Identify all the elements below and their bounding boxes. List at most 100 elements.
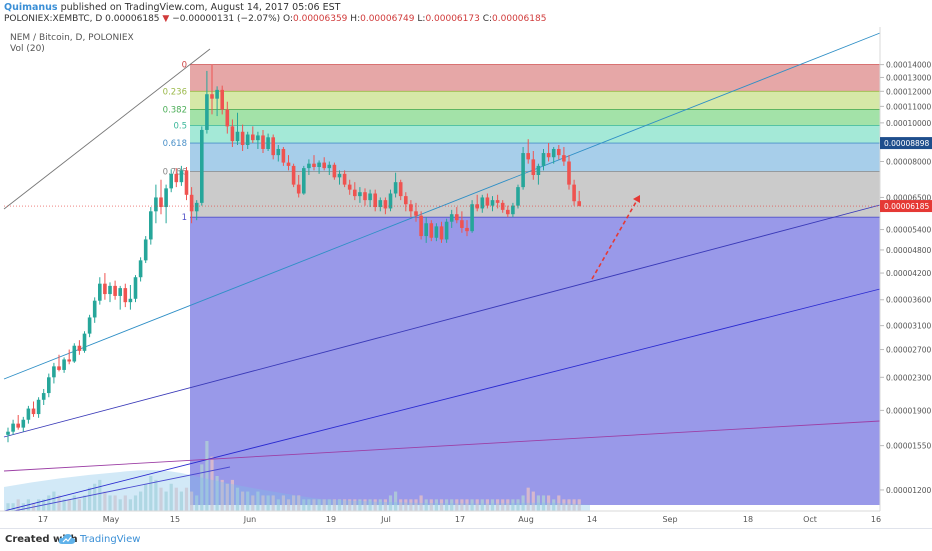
price-axis-label: 0.00002700 [886, 346, 932, 355]
candle-body [220, 89, 224, 110]
volume-bar [327, 499, 331, 511]
candle-body [189, 194, 194, 212]
volume-bar [174, 487, 178, 511]
fib-level-label: 0.5 [173, 121, 187, 131]
price-axis-label: 0.00006500 [886, 193, 932, 202]
time-axis-label: 17 [38, 515, 48, 524]
volume-bar [460, 499, 464, 511]
volume-bar [378, 499, 382, 511]
volume-bar [343, 499, 347, 511]
volume-bar [475, 499, 479, 511]
volume-bar [445, 499, 449, 511]
volume-bar [506, 499, 510, 511]
down-arrow-icon: ▼ [162, 14, 170, 24]
candle-body [312, 163, 316, 167]
candle-body [108, 285, 112, 295]
publish-info: published on TradingView.com, August 14,… [60, 2, 341, 13]
volume-bar [179, 491, 183, 511]
volume-bar [562, 499, 566, 511]
chart-header: Quimanus published on TradingView.com, A… [0, 0, 932, 26]
price-axis-label: 0.00003600 [886, 296, 932, 305]
candle-body [383, 200, 388, 209]
volume-bar [123, 495, 127, 511]
candle-body [169, 173, 173, 189]
candle-body [52, 366, 56, 378]
candle-body [363, 192, 367, 201]
price-axis-label: 0.00013000 [886, 73, 932, 82]
candle-body [62, 359, 66, 370]
fib-level-label: 0.382 [163, 106, 187, 116]
candle-body [567, 161, 571, 185]
chart-area[interactable]: 0 0.236 0.382 0.5 0.618 0.786 1 0.00014000 0.000… [0, 27, 932, 525]
candle-body [296, 184, 301, 194]
candle-body [251, 134, 255, 141]
candle-body [31, 408, 36, 415]
candle-body [87, 317, 92, 334]
candle-body [572, 184, 576, 202]
candle-body [118, 288, 122, 296]
candle-body [388, 193, 393, 209]
volume-bar [470, 499, 474, 511]
candle-body [286, 162, 291, 166]
volume-bar [404, 499, 408, 511]
candle-body [536, 165, 541, 175]
price-axis-label: 0.00010000 [886, 119, 932, 128]
volume-bar [118, 499, 122, 511]
price-chart[interactable]: 0 0.236 0.382 0.5 0.618 0.786 1 0.00014000 0.000… [0, 27, 932, 525]
volume-ma-area [4, 470, 590, 511]
candle-body [419, 215, 423, 237]
candle-body [225, 109, 230, 127]
candle-body [174, 173, 179, 183]
candle-body [57, 366, 61, 370]
high-value: 0.00006749 [360, 14, 415, 24]
volume-bar [572, 499, 576, 511]
candle-body [490, 200, 495, 206]
volume-bar [88, 487, 92, 511]
candle-body [143, 239, 148, 261]
volume-bar [256, 491, 260, 511]
time-axis-label: 16 [871, 515, 881, 524]
volume-bar [57, 495, 61, 511]
volume-bar [261, 495, 265, 511]
price-axis-label: 0.00014000 [886, 61, 932, 70]
volume-bar [67, 499, 71, 511]
author-link[interactable]: Quimanus [4, 2, 58, 13]
candle-body [302, 168, 306, 194]
candle-body [200, 129, 204, 203]
open-label: O: [283, 14, 294, 24]
candle-body [179, 170, 184, 183]
candle-body [123, 288, 128, 303]
volume-bar [72, 495, 76, 511]
volume-bar [220, 479, 224, 511]
volume-bar [358, 499, 362, 511]
volume-bar [322, 499, 326, 511]
volume-bar [77, 499, 81, 511]
volume-bar [195, 495, 199, 511]
time-axis-label: Oct [803, 515, 817, 524]
volume-bar [297, 495, 301, 511]
candle-body [444, 221, 449, 240]
price-axis-label: 0.00011000 [886, 102, 932, 111]
candle-body [98, 283, 102, 301]
candle-body [460, 220, 464, 228]
volume-bar [47, 495, 51, 511]
price-axis-label: 0.00004800 [886, 246, 932, 255]
volume-bar [164, 491, 168, 511]
price-axis-label: 0.00003100 [886, 322, 932, 331]
tradingview-brand[interactable]: TradingView [80, 534, 141, 545]
candle-body [470, 204, 474, 232]
price-tag-label: 0.00006185 [884, 202, 930, 211]
candle-body [332, 164, 337, 178]
volume-bar [230, 479, 234, 511]
candle-body [271, 137, 275, 156]
candle-body [358, 192, 362, 197]
candle-body [353, 189, 357, 197]
candle-body [67, 359, 71, 362]
volume-bar [215, 476, 219, 511]
candle-body [378, 200, 383, 208]
volume-bar [128, 499, 132, 511]
candle-body [77, 345, 82, 351]
time-axis-label: Sep [662, 515, 677, 524]
volume-bar [557, 495, 561, 511]
candle-body [557, 148, 561, 156]
